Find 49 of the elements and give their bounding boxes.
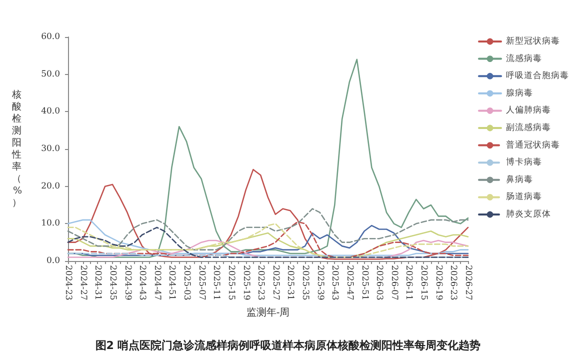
legend-label: 鼻病毒 xyxy=(506,174,533,185)
x-tick-label: 2024-51 xyxy=(166,265,177,300)
x-tick-label: 2024-35 xyxy=(107,265,118,300)
x-tick-label: 2025-39 xyxy=(314,265,325,300)
x-tick-label: 2026-11 xyxy=(404,265,414,300)
text: 核酸检测阳性率（%） xyxy=(12,90,22,208)
x-tick-label: 2024-39 xyxy=(122,265,132,300)
x-axis-title: 监测年-周 xyxy=(246,306,290,319)
x-tick-label: 2024-43 xyxy=(137,265,148,300)
text: 图2 哨点医院门急诊流感样病例呼吸道样本病原体核酸检测阳性率每周变化趋势 xyxy=(95,339,481,352)
y-tick-label: 0.0 xyxy=(46,256,60,266)
x-tick-label: 2024-23 xyxy=(63,265,73,300)
y-tick-label: 30.0 xyxy=(41,144,60,154)
legend-label: 新型冠状病毒 xyxy=(506,36,560,46)
legend-label: 呼吸道合胞病毒 xyxy=(506,70,569,82)
x-tick-label: 2025-07 xyxy=(196,265,206,300)
y-tick-label: 50.0 xyxy=(41,69,60,80)
x-tick-label: 2025-47 xyxy=(344,265,354,300)
x-tick-label: 2025-15 xyxy=(226,265,236,300)
legend-label: 肠道病毒 xyxy=(506,191,542,202)
y-tick-label: 10.0 xyxy=(41,218,60,229)
x-tick-label: 2025-03 xyxy=(182,265,192,300)
x-tick-label: 2024-31 xyxy=(92,265,103,300)
legend-label: 副流感病毒 xyxy=(506,122,551,133)
x-tick-label: 2026-07 xyxy=(388,265,399,300)
x-tick-label: 2024-47 xyxy=(152,265,162,300)
x-tick-label: 2025-51 xyxy=(359,265,370,300)
x-tick-label: 2026-19 xyxy=(433,265,444,300)
x-tick-label: 2026-23 xyxy=(448,265,458,300)
legend-label: 腺病毒 xyxy=(506,87,533,98)
x-tick-label: 2025-27 xyxy=(270,265,280,300)
x-tick-label: 2025-23 xyxy=(256,265,266,300)
x-tick-label: 2026-27 xyxy=(463,265,473,300)
y-tick-label: 60.0 xyxy=(41,32,60,42)
y-tick-label: 20.0 xyxy=(41,181,60,192)
x-tick-label: 2025-19 xyxy=(240,265,251,300)
legend-label: 流感病毒 xyxy=(506,52,542,64)
x-tick-label: 2025-43 xyxy=(330,265,340,300)
legend-label: 肺炎支原体 xyxy=(506,208,551,220)
y-tick-label: 40.0 xyxy=(41,106,60,117)
x-tick-label: 2025-11 xyxy=(211,265,222,300)
x-tick-label: 2026-03 xyxy=(374,265,384,300)
x-tick-label: 2024-27 xyxy=(78,265,88,300)
x-tick-label: 2026-15 xyxy=(418,265,429,300)
legend-label: 人偏肺病毒 xyxy=(506,104,551,116)
legend-label: 普通冠状病毒 xyxy=(506,139,560,150)
legend-label: 博卡病毒 xyxy=(506,156,542,168)
x-tick-label: 2025-35 xyxy=(300,265,310,300)
x-tick-label: 2025-31 xyxy=(285,265,296,300)
